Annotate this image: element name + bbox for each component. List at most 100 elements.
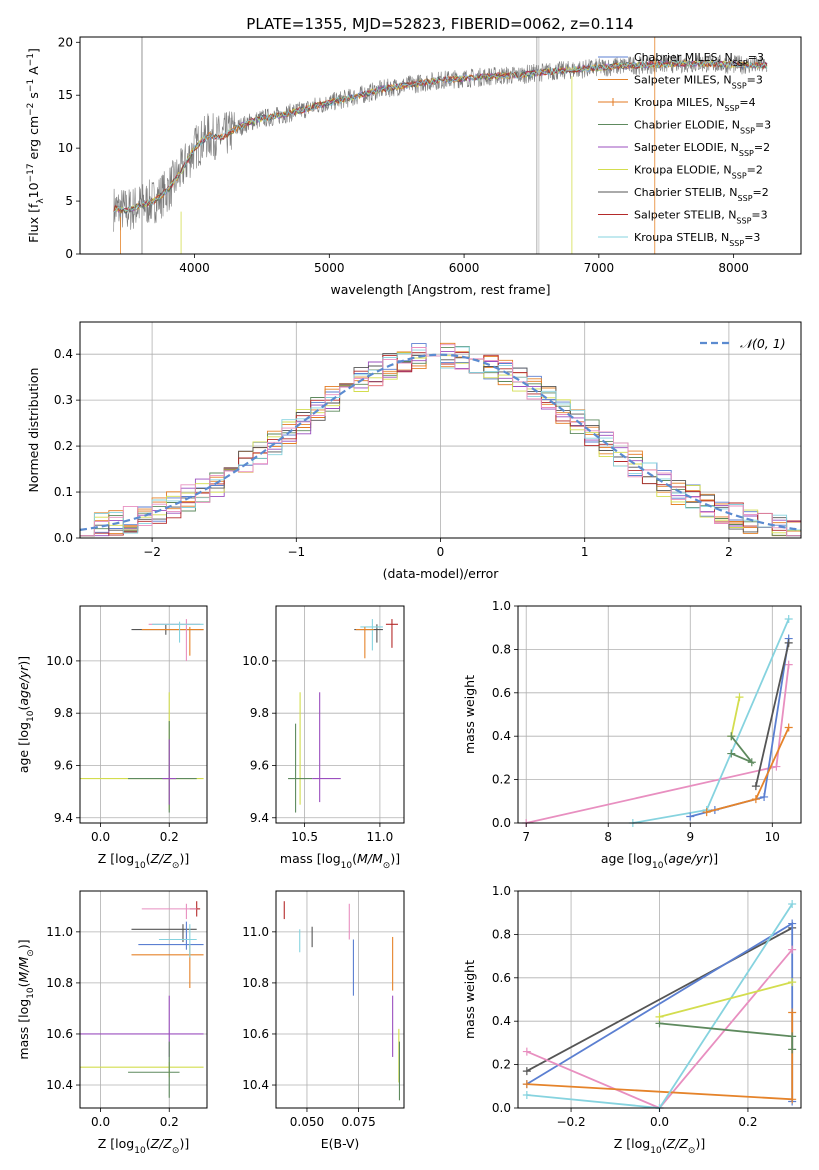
histogram-line-8 [80, 346, 801, 537]
x-tick-label: 11.0 [367, 830, 394, 844]
legend-label: 𝒩(0, 1) [740, 336, 786, 351]
x-tick-label: 0.0 [650, 1115, 669, 1129]
axes-frame [79, 890, 208, 1109]
y-tick-label: 0.0 [492, 816, 511, 830]
y-tick-label: 9.4 [54, 811, 73, 825]
ticks: 0.050 0.075 10.4 10.6 10.8 11.0 [242, 925, 375, 1129]
x-tick-label: 9 [686, 830, 694, 844]
y-tick-label: 0.2 [54, 439, 73, 453]
errorbar-point [80, 995, 204, 1057]
legend-label: Kroupa MILES, NSSP=4 [634, 96, 756, 113]
figure-title: PLATE=1355, MJD=52823, FIBERID=0062, z=0… [246, 15, 633, 33]
x-tick-label: 0.075 [341, 1115, 375, 1129]
mass-weight-marker [772, 762, 781, 771]
mass-weight-marker [788, 919, 797, 928]
legend-label: Salpeter MILES, NSSP=3 [634, 74, 763, 91]
errorbar-point [355, 626, 374, 659]
panel-mass-weight-vs-age: 7 8 9 10 0.0 0.2 0.4 0.6 0.8 1.0 mass weight age [l… [462, 599, 802, 871]
legend-label: Chabrier STELIB, NSSP=2 [634, 186, 769, 203]
legend: Chabrier MILES, NSSP=3 Salpeter MILES, NS… [598, 51, 771, 248]
y-tick-label: 10.0 [242, 654, 269, 668]
errorbar-point [138, 921, 204, 950]
axis-label: mass [log10(M/M⊙)] [280, 851, 400, 871]
mass-weight-line-6 [659, 981, 793, 1018]
legend: 𝒩(0, 1) [700, 336, 786, 351]
histogram-line-9 [80, 344, 801, 537]
mass-weight-marker [784, 638, 793, 647]
y-tick-label: 9.6 [250, 758, 269, 772]
y-tick-label: 15 [58, 88, 73, 102]
x-tick-label: 7000 [584, 261, 615, 275]
x-axis-label: (data-model)/error [383, 566, 500, 581]
ticks: −0.2 0.0 0.2 0.0 0.2 0.4 0.6 0.8 1.0 [492, 884, 758, 1129]
panel-mass-vs-Z: 0.0 0.2 10.4 10.6 10.8 11.0 Z [log10(Z/Z⊙)] mas… [16, 890, 208, 1156]
y-tick-label: 1.0 [492, 599, 511, 613]
x-axis-label: Z [log10(Z/Z⊙)] [98, 1136, 189, 1156]
y-axis-label: mass weight [462, 960, 477, 1039]
mass-weight-marker [788, 978, 797, 987]
mass-weight-marker [747, 758, 756, 767]
x-tick-label: 2 [725, 545, 733, 559]
legend-label: Kroupa ELODIE, NSSP=2 [634, 164, 763, 181]
y-axis-label: Normed distribution [26, 368, 41, 493]
x-tick-label: 0.2 [160, 1115, 179, 1129]
y-tick-label: 1.0 [492, 884, 511, 898]
y-tick-label: 10 [58, 141, 73, 155]
panel-age-vs-mass: 10.5 11.0 9.4 9.6 9.8 10.0 mass [log10(M/M⊙)] [242, 605, 405, 871]
panel-mass-vs-EBV: 0.050 0.075 10.4 10.6 10.8 11.0 E(B-V) [242, 890, 405, 1151]
errorbar-point [141, 626, 204, 656]
x-tick-label: 4000 [179, 261, 210, 275]
errorbar-point [128, 721, 197, 813]
errorbar-point [162, 739, 177, 805]
x-tick-label: 0.0 [91, 830, 110, 844]
mass-weight-marker [686, 812, 695, 821]
y-tick-label: 0.0 [54, 531, 73, 545]
errorbar-point [80, 692, 204, 810]
y-tick-label: 11.0 [46, 925, 73, 939]
panel-spectrum: 4000 5000 6000 7000 8000 0 5 10 15 20 Chabrier MIL… [26, 35, 802, 297]
mass-weight-marker [735, 693, 744, 702]
mass-weight-marker [788, 1045, 797, 1054]
plot-area [113, 37, 768, 254]
axes-frame [517, 605, 802, 824]
errorbar-point [158, 924, 197, 958]
mass-weight-marker [522, 1047, 531, 1056]
plot-area [288, 619, 398, 813]
legend-label: Chabrier ELODIE, NSSP=3 [634, 119, 771, 136]
y-tick-label: 10.6 [46, 1027, 73, 1041]
x-tick-label: 0.2 [160, 830, 179, 844]
plot-area [79, 342, 802, 537]
mass-weight-marker [788, 1008, 797, 1017]
mass-weight-marker [760, 792, 769, 801]
axis-label: mass [log10(M/M⊙)] [16, 939, 36, 1059]
y-tick-label: 0.1 [54, 485, 73, 499]
x-axis-label: wavelength [Angstrom, rest frame] [330, 282, 550, 297]
axis-label: age [log10(age/yr)] [16, 656, 36, 773]
x-tick-label: −0.2 [556, 1115, 585, 1129]
x-tick-label: 0.0 [91, 1115, 110, 1129]
axes-frame [79, 605, 208, 824]
mass-weight-marker [784, 660, 793, 669]
x-tick-label: 0.2 [738, 1115, 757, 1129]
y-tick-label: 0.3 [54, 393, 73, 407]
axes-frame [79, 321, 802, 539]
y-tick-label: 0.0 [492, 1101, 511, 1115]
x-axis-label: E(B-V) [321, 1136, 360, 1151]
errorbar-point [288, 723, 313, 813]
gridlines [518, 605, 801, 824]
observed-spectrum-line [113, 53, 768, 232]
gaussian-curve [79, 353, 802, 531]
panel-residuals: −2 −1 0 1 2 0.0 0.1 0.2 0.3 0.4 𝒩(0, 1) (data-model… [26, 321, 802, 581]
x-tick-label: 8000 [718, 261, 749, 275]
y-axis-label: Flux [fλ10−17 erg cm−2 s−1 A−1] [26, 48, 46, 243]
y-tick-label: 0.8 [492, 927, 511, 941]
gridlines [80, 606, 207, 823]
panel-age-vs-Z: 0.0 0.2 9.4 9.6 9.8 10.0 Z [log10(Z/Z⊙)] age [l… [16, 605, 208, 871]
mass-weight-marker [522, 1090, 531, 1099]
panel-mass-weight-vs-Z: −0.2 0.0 0.2 0.0 0.2 0.4 0.6 0.8 1.0 mass weight Z… [462, 884, 802, 1156]
y-tick-label: 0.4 [492, 729, 511, 743]
plot-area [522, 615, 793, 827]
ticks: 10.5 11.0 9.4 9.6 9.8 10.0 [242, 654, 393, 844]
mass-weight-marker [784, 615, 793, 624]
legend-label: Salpeter STELIB, NSSP=3 [634, 209, 768, 226]
